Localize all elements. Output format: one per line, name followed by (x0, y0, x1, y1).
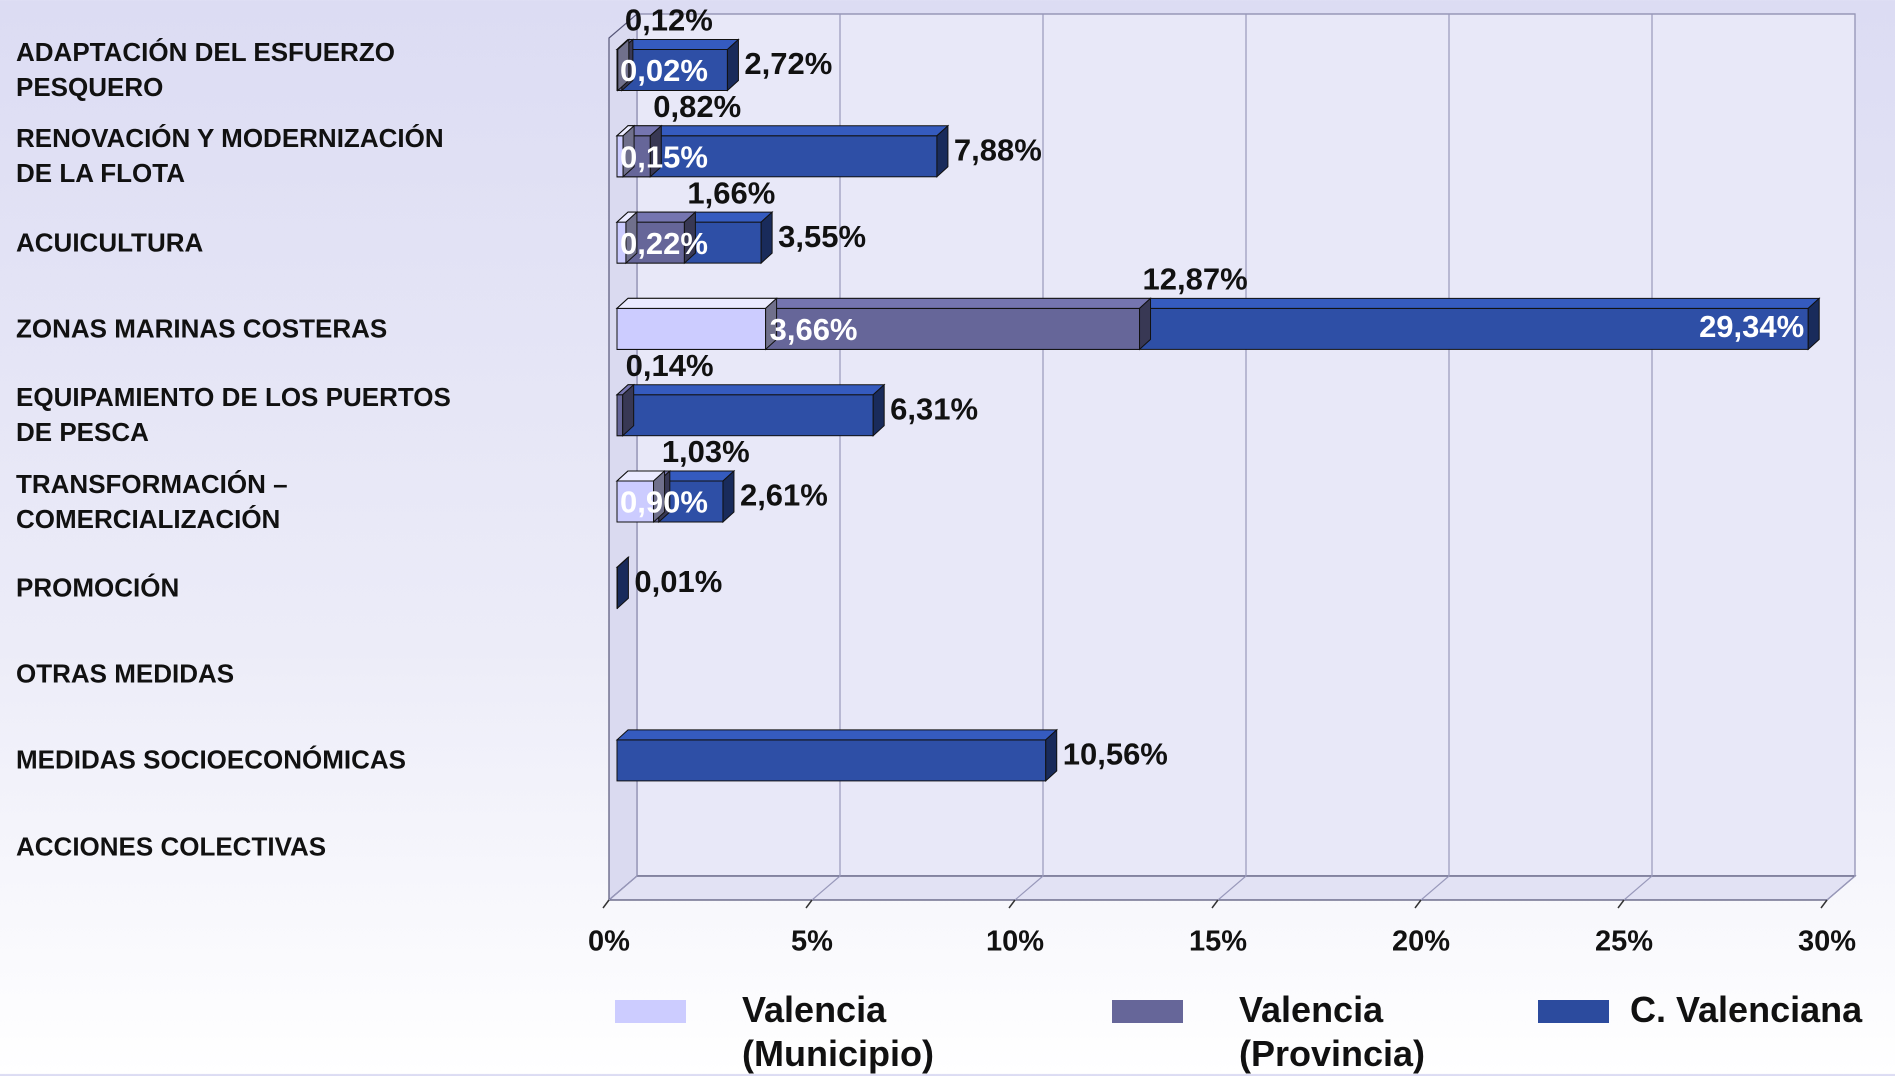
bar-side (1045, 728, 1058, 783)
category-label: EQUIPAMIENTO DE LOS PUERTOS DE PESCA (16, 382, 451, 448)
bar-side (760, 210, 773, 265)
bar-top (615, 384, 886, 396)
value-label: 29,34% (1699, 309, 1804, 344)
floor-grid-line (608, 875, 638, 901)
value-label: 3,55% (778, 219, 866, 254)
legend-swatch (1112, 1000, 1183, 1023)
value-label: 0,22% (620, 226, 708, 261)
value-label: 0,01% (634, 564, 722, 599)
tick-mark (805, 899, 813, 909)
bar-front (616, 307, 767, 350)
value-label: 12,87% (1143, 262, 1248, 297)
tick-mark (1008, 899, 1016, 909)
bar-top (615, 39, 740, 50)
bar-side (1807, 297, 1820, 351)
bar-side (683, 210, 696, 265)
bar-side (1139, 297, 1152, 351)
category-label: OTRAS MEDIDAS (16, 658, 235, 689)
bar (615, 383, 886, 437)
x-tick-label: 30% (1798, 926, 1856, 958)
bar (615, 38, 740, 92)
bar (615, 38, 631, 92)
x-tick-label: 10% (986, 926, 1044, 958)
value-label: 2,72% (744, 46, 832, 81)
value-label: 0,12% (625, 3, 713, 38)
category-label: ZONAS MARINAS COSTERAS (16, 313, 388, 344)
value-label: 2,61% (740, 478, 828, 513)
bar-side (622, 383, 635, 437)
tick-mark (602, 899, 610, 909)
bar (615, 383, 635, 437)
value-label: 0,14% (626, 348, 714, 383)
legend-label: Valencia (Provincia) (1239, 989, 1426, 1074)
bar-side (722, 469, 735, 524)
bar-side (726, 38, 739, 92)
floor-grid-line (1217, 875, 1247, 901)
floor-grid-line (1826, 875, 1856, 901)
legend-swatch (615, 1000, 686, 1023)
bar-top (615, 297, 778, 309)
tick-mark (1414, 899, 1422, 909)
bar-front (616, 739, 1047, 782)
x-tick-label: 25% (1595, 926, 1653, 958)
bar (615, 469, 666, 524)
bar (615, 297, 778, 351)
bar-front (616, 49, 728, 91)
legend-label: Valencia (Municipio) (742, 989, 934, 1074)
category-label: ACUICULTURA (16, 227, 204, 258)
floor-grid-line (811, 875, 841, 901)
bar (615, 728, 1059, 783)
legend-label: C. Valenciana (1630, 989, 1863, 1030)
value-label: 10,56% (1063, 737, 1168, 772)
bar-top (615, 729, 1059, 741)
value-label: 0,82% (653, 89, 741, 124)
x-tick-label: 5% (791, 926, 833, 958)
legend-swatch (1538, 1000, 1609, 1023)
bar-front (616, 394, 624, 437)
category-label: MEDIDAS SOCIOECONÓMICAS (16, 744, 407, 775)
value-label: 7,88% (954, 132, 1042, 167)
value-label: 1,03% (662, 434, 750, 469)
x-tick-label: 15% (1189, 926, 1247, 958)
value-label: 1,66% (687, 175, 775, 210)
value-label: 3,66% (770, 312, 858, 347)
bar-side (649, 124, 662, 178)
bar (615, 124, 636, 178)
category-label: PROMOCIÓN (16, 572, 180, 603)
floor-grid-line (1623, 875, 1653, 901)
bar-top (615, 125, 950, 137)
category-label: TRANSFORMACIÓN – COMERCIALIZACIÓN (16, 468, 288, 534)
floor-grid-line (1420, 875, 1450, 901)
category-label: ACCIONES COLECTIVAS (16, 831, 327, 862)
bar-side (936, 124, 949, 178)
bar-side (765, 297, 778, 351)
bar-front (616, 394, 874, 437)
bar-side (617, 38, 630, 92)
floor-grid-line (1014, 875, 1044, 901)
bar-side (622, 124, 635, 178)
bar-front (616, 480, 655, 523)
tick-mark (1617, 899, 1625, 909)
bar-side (616, 556, 629, 610)
category-label: RENOVACIÓN Y MODERNIZACIÓN DE LA FLOTA (16, 123, 444, 189)
tick-mark (1820, 899, 1828, 909)
value-label: 0,15% (620, 139, 708, 174)
bar-front (616, 135, 938, 178)
value-label: 6,31% (890, 391, 978, 426)
bar-side (625, 210, 638, 265)
value-label: 0,90% (620, 485, 708, 520)
value-label: 0,02% (620, 53, 708, 88)
category-label: ADAPTACIÓN DEL ESFUERZO PESQUERO (16, 37, 395, 102)
bar (615, 556, 630, 610)
x-tick-label: 0% (588, 926, 630, 958)
x-tick-label: 20% (1392, 926, 1450, 958)
bar-side (653, 469, 666, 524)
bar (615, 210, 639, 265)
bar-side (872, 383, 885, 437)
tick-mark (1211, 899, 1219, 909)
